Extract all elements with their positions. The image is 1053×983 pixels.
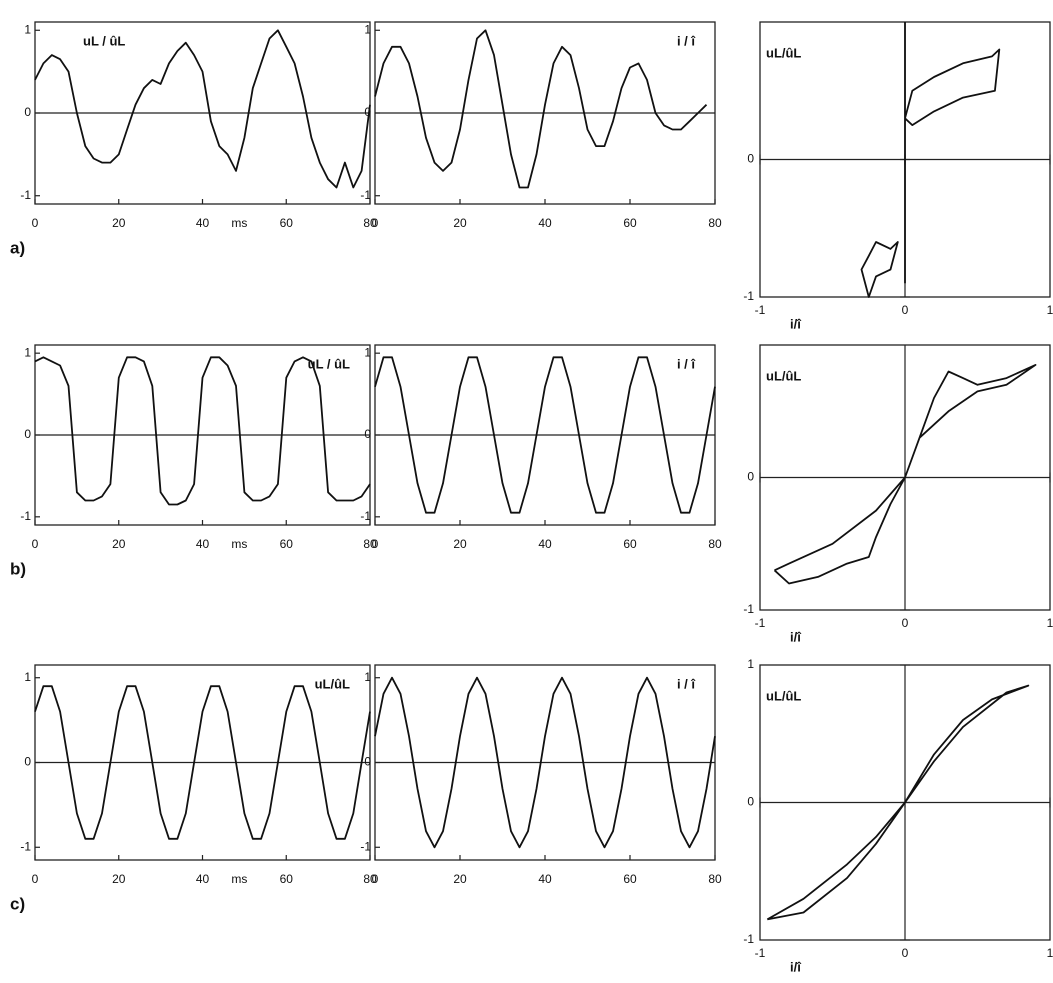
x-tick-label: 60 <box>623 216 637 230</box>
figure: 02040608010-1msuL / ûLa)02040608010-1i /… <box>0 0 1053 983</box>
y-tick-label: 1 <box>364 345 371 359</box>
x-axis-label: i/î <box>790 959 802 974</box>
x-tick-label: 0 <box>372 216 379 230</box>
x-tick-label: 80 <box>708 216 722 230</box>
x-tick-label: 0 <box>32 216 39 230</box>
y-tick-label: -1 <box>360 188 371 202</box>
y-tick-label: 0 <box>747 470 754 484</box>
y-tick-label: 0 <box>24 105 31 119</box>
x-tick-label: 20 <box>453 872 467 886</box>
y-tick-label: 0 <box>24 755 31 769</box>
x-tick-label: 20 <box>453 537 467 551</box>
y-axis-label: uL/ûL <box>766 368 801 383</box>
x-tick-label: 1 <box>1047 946 1053 960</box>
y-tick-label: 0 <box>24 427 31 441</box>
x-tick-label: 0 <box>372 537 379 551</box>
panel-label: c) <box>10 894 25 913</box>
y-tick-label: 0 <box>364 427 371 441</box>
y-tick-label: -1 <box>360 509 371 523</box>
y-tick-label: -1 <box>743 289 754 303</box>
curve-label: uL / ûL <box>83 33 125 48</box>
x-tick-label: 40 <box>196 872 210 886</box>
y-tick-label: -1 <box>20 509 31 523</box>
x-tick-label: 60 <box>280 216 294 230</box>
x-axis-label: ms <box>231 872 247 886</box>
x-tick-label: 0 <box>902 616 909 630</box>
y-axis-label: uL/ûL <box>766 688 801 703</box>
x-tick-label: 0 <box>902 946 909 960</box>
x-tick-label: 20 <box>112 872 126 886</box>
y-tick-label: 1 <box>364 22 371 36</box>
y-tick-label: 1 <box>24 345 31 359</box>
y-tick-label: -1 <box>743 932 754 946</box>
y-tick-label: 1 <box>24 22 31 36</box>
x-tick-label: 40 <box>538 872 552 886</box>
y-tick-label: 1 <box>24 670 31 684</box>
x-axis-label: i/î <box>790 316 802 331</box>
y-tick-label: -1 <box>20 839 31 853</box>
y-tick-label: -1 <box>360 839 371 853</box>
y-tick-label: 1 <box>364 670 371 684</box>
x-tick-label: 60 <box>623 872 637 886</box>
x-tick-label: 40 <box>538 537 552 551</box>
x-tick-label: 0 <box>902 303 909 317</box>
y-tick-label: -1 <box>20 188 31 202</box>
x-tick-label: 20 <box>453 216 467 230</box>
x-tick-label: 0 <box>32 537 39 551</box>
y-tick-label: -1 <box>743 602 754 616</box>
x-tick-label: 60 <box>623 537 637 551</box>
y-axis-label: uL/ûL <box>766 45 801 60</box>
x-tick-label: 80 <box>708 872 722 886</box>
y-tick-label: 1 <box>747 657 754 671</box>
x-tick-label: 60 <box>280 537 294 551</box>
curve-label: i / î <box>677 33 696 48</box>
panel-label: a) <box>10 238 25 257</box>
y-tick-label: 0 <box>364 105 371 119</box>
x-axis-label: i/î <box>790 629 802 644</box>
y-tick-label: 0 <box>364 755 371 769</box>
curve-label: uL/ûL <box>315 676 350 691</box>
x-tick-label: 60 <box>280 872 294 886</box>
x-axis-label: ms <box>231 537 247 551</box>
panel-label: b) <box>10 559 26 578</box>
x-tick-label: 0 <box>32 872 39 886</box>
x-tick-label: 40 <box>196 216 210 230</box>
curve-label: i / î <box>677 356 696 371</box>
x-tick-label: -1 <box>755 946 766 960</box>
x-tick-label: 1 <box>1047 616 1053 630</box>
x-tick-label: 20 <box>112 537 126 551</box>
x-tick-label: 1 <box>1047 303 1053 317</box>
y-tick-label: 0 <box>747 152 754 166</box>
x-tick-label: 40 <box>538 216 552 230</box>
x-tick-label: 80 <box>708 537 722 551</box>
x-tick-label: 0 <box>372 872 379 886</box>
curve-label: i / î <box>677 676 696 691</box>
x-tick-label: 20 <box>112 216 126 230</box>
x-axis-label: ms <box>231 216 247 230</box>
x-tick-label: 40 <box>196 537 210 551</box>
y-tick-label: 0 <box>747 795 754 809</box>
x-tick-label: -1 <box>755 303 766 317</box>
x-tick-label: -1 <box>755 616 766 630</box>
